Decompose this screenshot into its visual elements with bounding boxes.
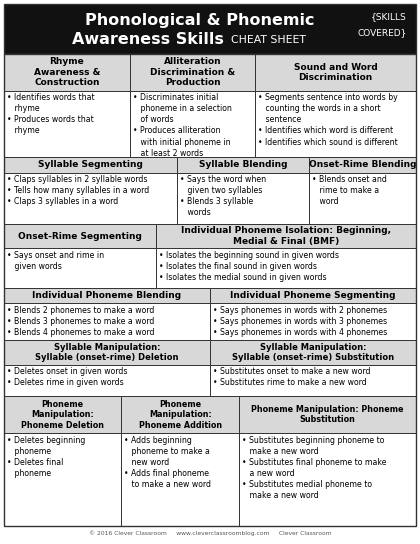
Bar xyxy=(156,224,416,249)
Text: • Segments sentence into words by
   counting the words in a short
   sentence
•: • Segments sentence into words by counti… xyxy=(258,93,398,146)
Text: • Identifies words that
   rhyme
• Produces words that
   rhyme: • Identifies words that rhyme • Produces… xyxy=(7,93,95,135)
Text: • Says onset and rime in
   given words: • Says onset and rime in given words xyxy=(7,251,104,271)
Text: Syllable Blending: Syllable Blending xyxy=(199,160,287,169)
Text: Syllable Segmenting: Syllable Segmenting xyxy=(38,160,143,169)
Text: • Says phonemes in words with 2 phonemes
• Says phonemes in words with 3 phoneme: • Says phonemes in words with 2 phonemes… xyxy=(213,306,387,337)
Text: Syllable Manipulation:
Syllable (onset-rime) Deletion: Syllable Manipulation: Syllable (onset-r… xyxy=(35,343,179,362)
Bar xyxy=(309,172,416,224)
Bar xyxy=(177,157,309,172)
Text: Individual Phoneme Isolation: Beginning,
Medial & Final (BMF): Individual Phoneme Isolation: Beginning,… xyxy=(181,226,391,246)
Text: • Substitutes onset to make a new word
• Substitutes rime to make a new word: • Substitutes onset to make a new word •… xyxy=(213,367,370,387)
Bar xyxy=(121,397,239,433)
Text: Phonological & Phonemic: Phonological & Phonemic xyxy=(85,13,315,28)
Bar xyxy=(4,157,177,172)
Text: • Claps syllables in 2 syllable words
• Tells how many syllables in a word
• Cla: • Claps syllables in 2 syllable words • … xyxy=(7,175,149,206)
Text: Sound and Word
Discrimination: Sound and Word Discrimination xyxy=(294,63,378,82)
Text: Rhyme
Awareness &
Construction: Rhyme Awareness & Construction xyxy=(34,58,100,87)
Text: • Adds beginning
   phoneme to make a
   new word
• Adds final phoneme
   to mak: • Adds beginning phoneme to make a new w… xyxy=(124,436,211,489)
Text: • Substitutes beginning phoneme to
   make a new word
• Substitutes final phonem: • Substitutes beginning phoneme to make … xyxy=(242,436,386,500)
Bar xyxy=(4,249,156,288)
Text: Phoneme
Manipulation:
Phoneme Deletion: Phoneme Manipulation: Phoneme Deletion xyxy=(21,400,104,430)
Bar xyxy=(4,54,130,91)
Bar xyxy=(255,91,416,157)
Bar xyxy=(177,172,309,224)
Bar xyxy=(4,54,416,526)
Text: Awareness Skills: Awareness Skills xyxy=(72,33,224,47)
Bar xyxy=(239,397,416,433)
Bar xyxy=(156,249,416,288)
Text: Syllable Manipulation:
Syllable (onset-rime) Substitution: Syllable Manipulation: Syllable (onset-r… xyxy=(232,343,394,362)
Bar xyxy=(4,364,210,397)
Bar xyxy=(4,4,416,54)
Text: • Deletes onset in given words
• Deletes rime in given words: • Deletes onset in given words • Deletes… xyxy=(7,367,128,387)
Bar xyxy=(210,304,416,340)
Text: COVERED}: COVERED} xyxy=(357,28,407,38)
Bar xyxy=(130,91,255,157)
Bar xyxy=(4,397,121,433)
Bar xyxy=(4,91,130,157)
Bar xyxy=(130,54,255,91)
Bar xyxy=(210,340,416,364)
Bar xyxy=(4,340,210,364)
Text: Phoneme Manipulation: Phoneme
Substitution: Phoneme Manipulation: Phoneme Substituti… xyxy=(251,405,404,424)
Bar xyxy=(121,433,239,526)
Text: Phoneme
Manipulation:
Phoneme Addition: Phoneme Manipulation: Phoneme Addition xyxy=(139,400,222,430)
Text: Alliteration
Discrimination &
Production: Alliteration Discrimination & Production xyxy=(150,58,235,87)
Text: CHEAT SHEET: CHEAT SHEET xyxy=(231,35,305,45)
Bar xyxy=(239,433,416,526)
Bar xyxy=(210,364,416,397)
Text: • Discriminates initial
   phoneme in a selection
   of words
• Produces alliter: • Discriminates initial phoneme in a sel… xyxy=(133,93,231,158)
Bar xyxy=(4,304,210,340)
Text: • Deletes beginning
   phoneme
• Deletes final
   phoneme: • Deletes beginning phoneme • Deletes fi… xyxy=(7,436,85,478)
Bar xyxy=(210,288,416,304)
Bar xyxy=(4,172,177,224)
Text: • Blends onset and
   rime to make a
   word: • Blends onset and rime to make a word xyxy=(312,175,387,206)
Text: {SKILLS: {SKILLS xyxy=(371,12,407,21)
Text: • Blends 2 phonemes to make a word
• Blends 3 phonemes to make a word
• Blends 4: • Blends 2 phonemes to make a word • Ble… xyxy=(7,306,155,337)
Text: © 2016 Clever Classroom     www.cleverclassroomblog.com     Clever Classroom: © 2016 Clever Classroom www.cleverclassr… xyxy=(89,530,331,536)
Text: • Isolates the beginning sound in given words
• Isolates the final sound in give: • Isolates the beginning sound in given … xyxy=(160,251,339,282)
Bar xyxy=(309,157,416,172)
Bar xyxy=(255,54,416,91)
Bar xyxy=(4,224,156,249)
Text: Individual Phoneme Segmenting: Individual Phoneme Segmenting xyxy=(230,291,396,300)
Bar xyxy=(4,433,121,526)
Bar xyxy=(4,288,210,304)
Text: • Says the word when
   given two syllables
• Blends 3 syllable
   words: • Says the word when given two syllables… xyxy=(180,175,266,218)
Text: Onset-Rime Segmenting: Onset-Rime Segmenting xyxy=(18,232,142,240)
Text: Individual Phoneme Blending: Individual Phoneme Blending xyxy=(32,291,181,300)
Text: Onset-Rime Blending: Onset-Rime Blending xyxy=(309,160,416,169)
